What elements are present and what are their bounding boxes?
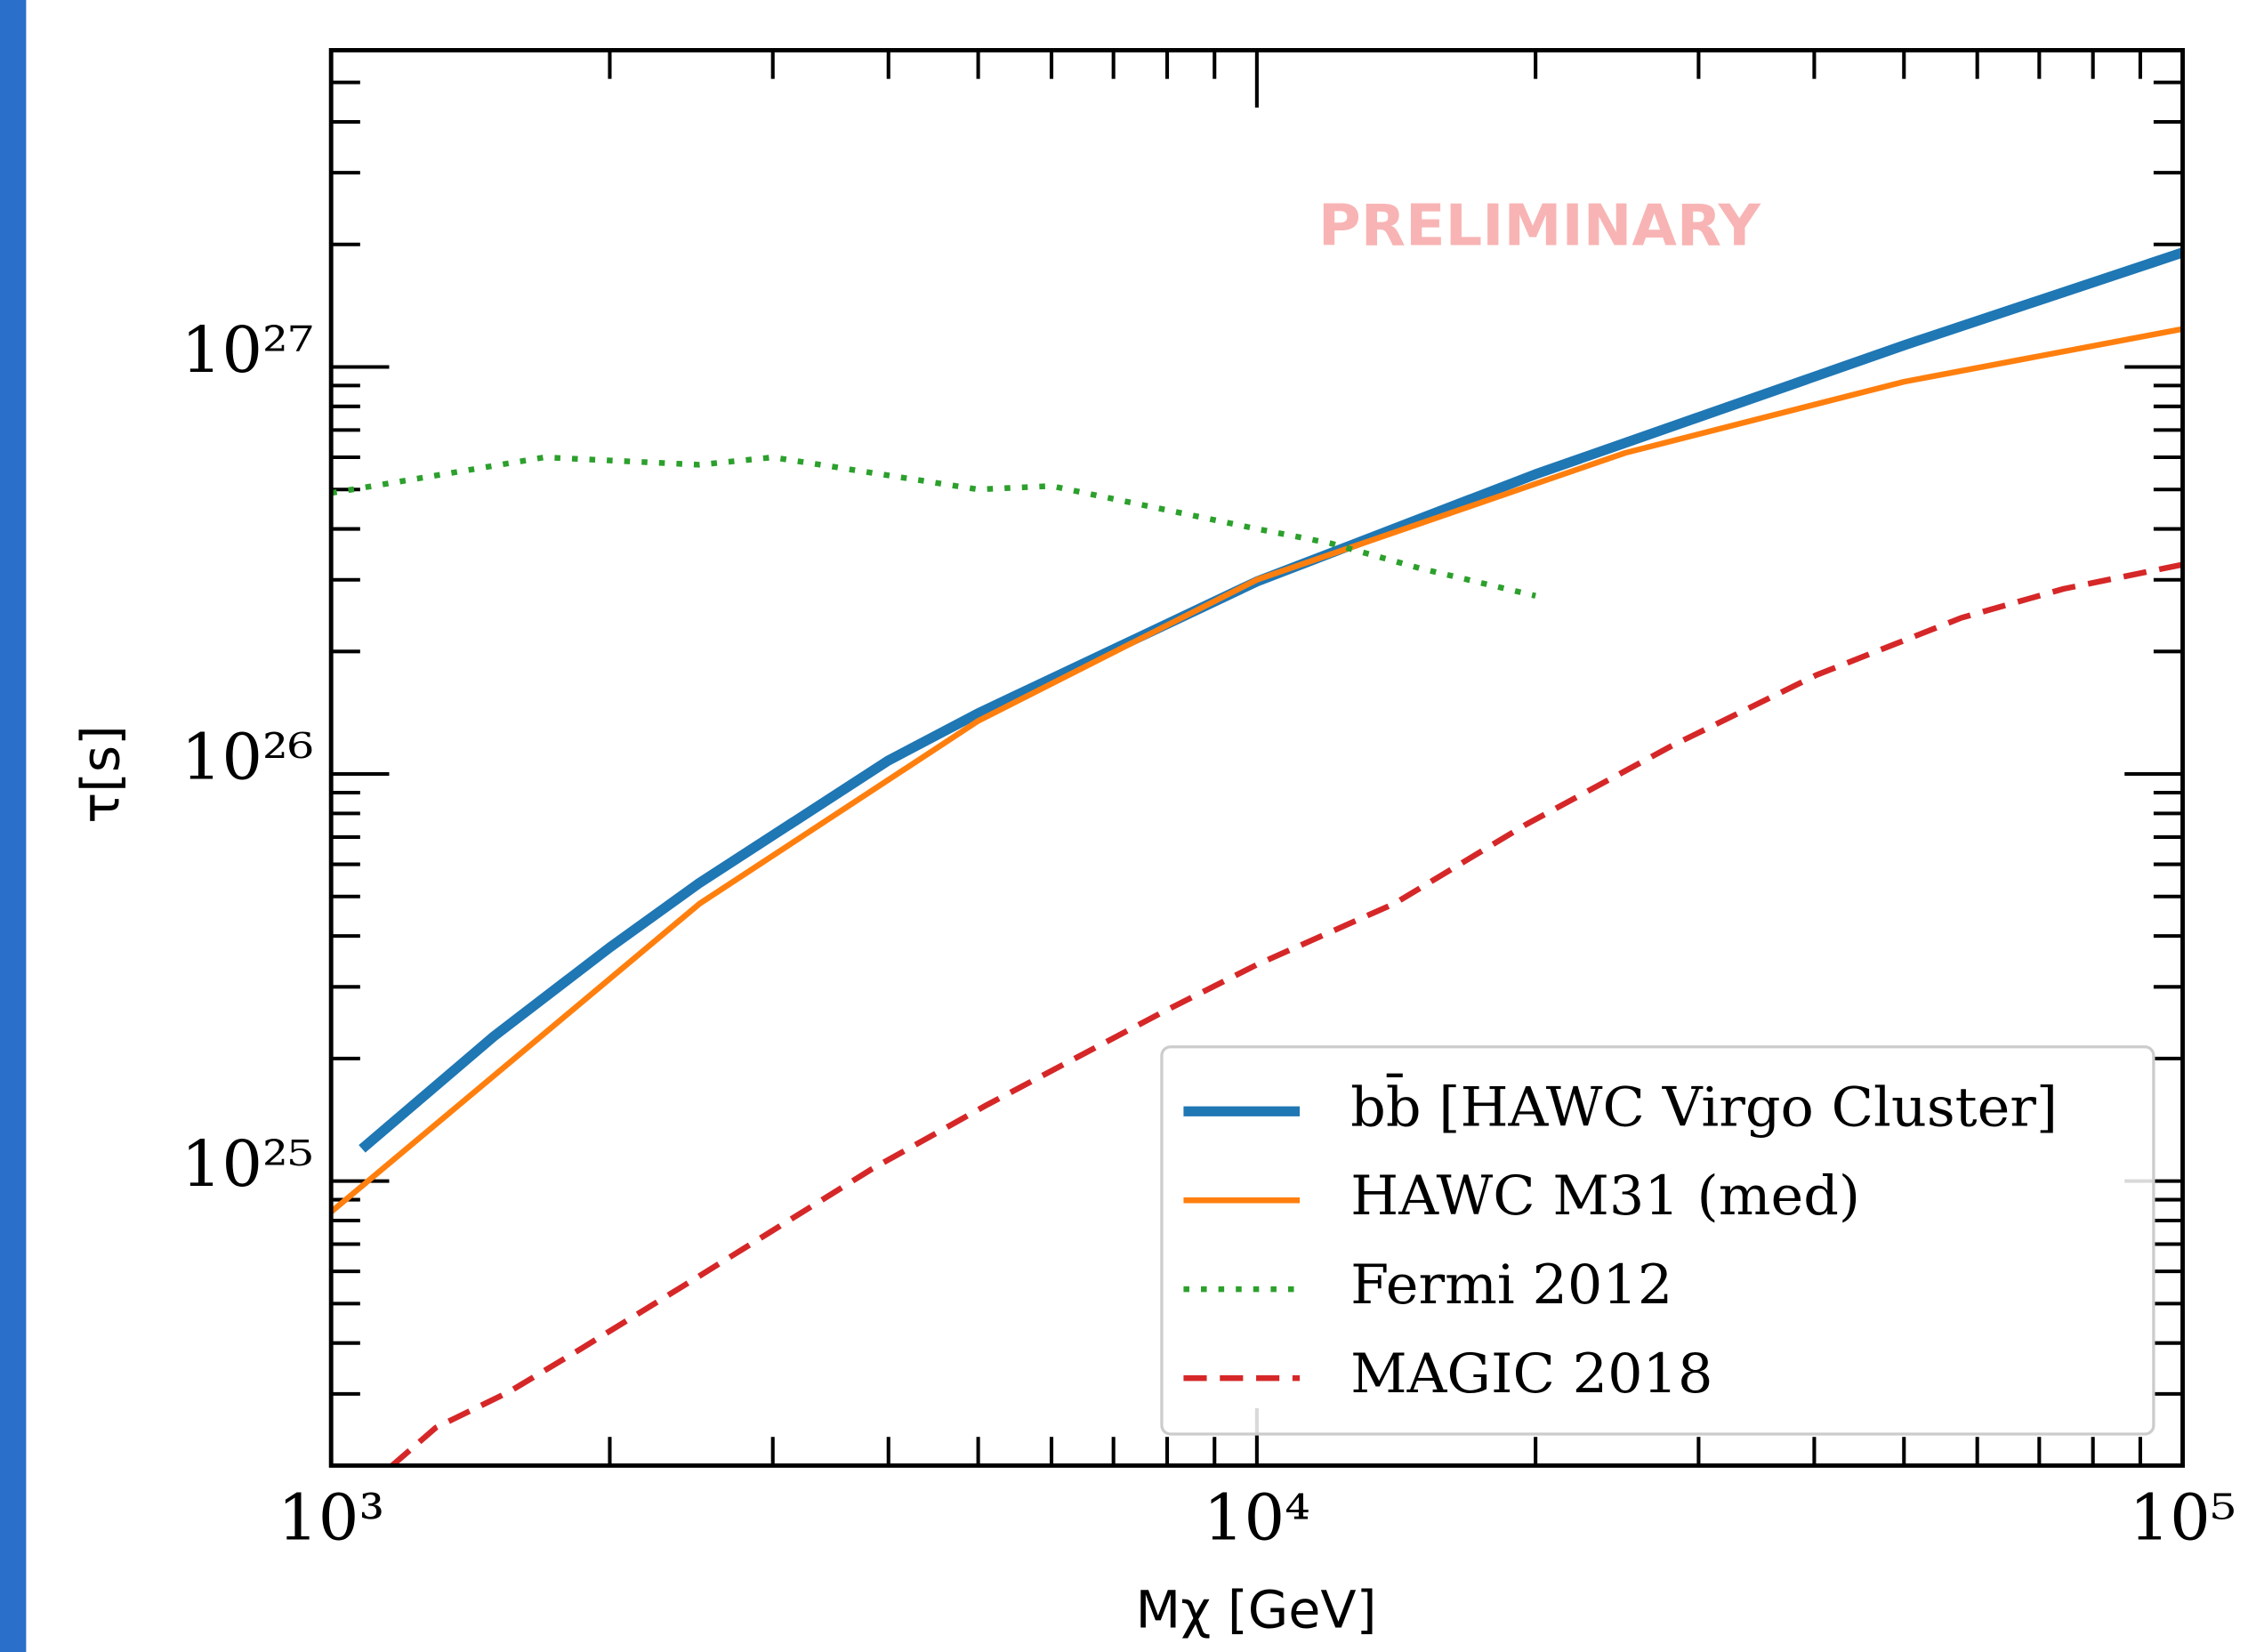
series-line	[331, 326, 2183, 1214]
y-axis-label: τ[s]	[70, 725, 131, 823]
x-tick-label: 10³	[278, 1481, 384, 1554]
x-axis-label: Mχ [GeV]	[1136, 1580, 1377, 1640]
plot-area	[331, 247, 2183, 1466]
y-tick-label: 10²⁶	[181, 721, 314, 794]
legend-label: MAGIC 2018	[1350, 1342, 1712, 1406]
x-tick-label: 10⁴	[1204, 1481, 1310, 1554]
x-tick-label: 10⁵	[2129, 1481, 2236, 1554]
series-line	[359, 247, 2183, 1153]
legend: bb̄ [HAWC Virgo Cluster] HAWC M31 (med) Fe…	[1160, 1045, 2155, 1436]
y-tick-label: 10²⁵	[181, 1128, 314, 1201]
legend-label: bb̄ [HAWC Virgo Cluster]	[1350, 1072, 2058, 1139]
plot-frame	[328, 48, 2185, 1468]
series-line	[331, 454, 1536, 599]
legend-label: HAWC M31 (med)	[1350, 1164, 1860, 1229]
legend-box	[1160, 1045, 2155, 1436]
series-line	[390, 561, 2183, 1466]
y-tick-label: 10²⁷	[181, 313, 314, 386]
annotation: PRELIMINARY	[1318, 193, 1761, 260]
background-strip	[0, 0, 27, 1652]
legend-label: Fermi 2012	[1350, 1253, 1672, 1318]
